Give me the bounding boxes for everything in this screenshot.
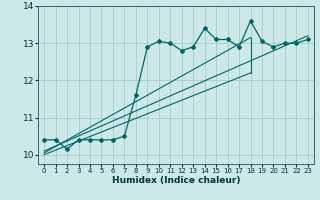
- X-axis label: Humidex (Indice chaleur): Humidex (Indice chaleur): [112, 176, 240, 185]
